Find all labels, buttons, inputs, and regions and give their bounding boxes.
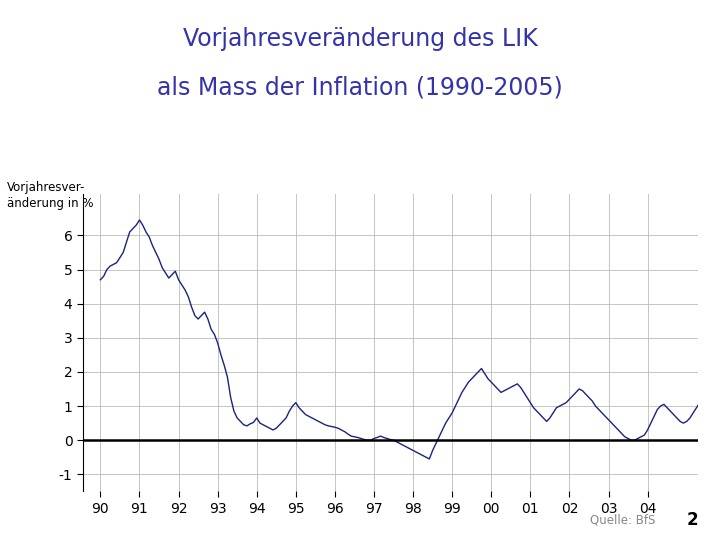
Text: änderung in %: änderung in %	[7, 197, 94, 210]
Text: Vorjahresveränderung des LIK: Vorjahresveränderung des LIK	[183, 27, 537, 51]
Text: Vorjahresver-: Vorjahresver-	[7, 181, 86, 194]
Text: Quelle: BfS: Quelle: BfS	[590, 514, 656, 526]
Text: 2: 2	[687, 511, 698, 529]
Text: als Mass der Inflation (1990-2005): als Mass der Inflation (1990-2005)	[157, 76, 563, 99]
